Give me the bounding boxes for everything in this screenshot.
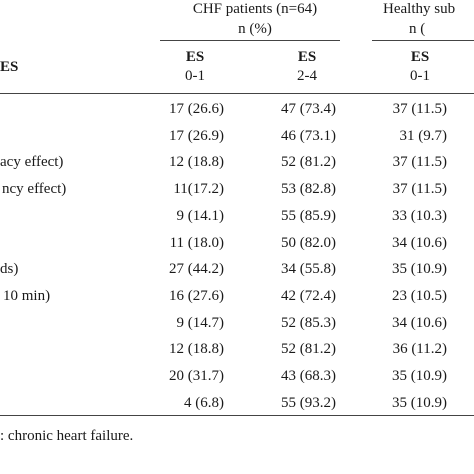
cell-healthy-es-0-1: 35 (10.9) bbox=[392, 261, 447, 277]
cell-chf-es-0-1: 12 (18.8) bbox=[169, 341, 224, 357]
footnote: : chronic heart failure. bbox=[0, 428, 134, 444]
cell-chf-es-2-4: 55 (85.9) bbox=[281, 208, 336, 224]
cell-healthy-es-0-1: 31 (9.7) bbox=[399, 128, 448, 144]
cell-healthy-es-0-1: 34 (10.6) bbox=[392, 315, 447, 331]
col-es-chf-01: ES bbox=[185, 49, 205, 65]
group-unit-chf: n (%) bbox=[238, 21, 272, 37]
cell-chf-es-0-1: 4 (6.8) bbox=[184, 395, 224, 411]
group-header-healthy: Healthy sub bbox=[383, 1, 456, 17]
cell-healthy-es-0-1: 36 (11.2) bbox=[392, 341, 447, 357]
col-es-chf-24: ES bbox=[297, 49, 317, 65]
cell-chf-es-0-1: 9 (14.7) bbox=[176, 315, 225, 331]
bottom-rule bbox=[0, 415, 474, 416]
cell-chf-es-0-1: 17 (26.9) bbox=[169, 128, 224, 144]
row-label: 10 min) bbox=[3, 288, 51, 304]
cell-healthy-es-0-1: 37 (11.5) bbox=[392, 101, 447, 117]
col-range-chf-01: 0-1 bbox=[185, 68, 205, 84]
cell-chf-es-2-4: 52 (81.2) bbox=[281, 341, 336, 357]
cell-chf-es-0-1: 27 (44.2) bbox=[169, 261, 224, 277]
cell-chf-es-0-1: 20 (31.7) bbox=[169, 368, 224, 384]
cell-chf-es-2-4: 43 (68.3) bbox=[281, 368, 336, 384]
col-range-healthy-01: 0-1 bbox=[410, 68, 430, 84]
row-label: acy effect) bbox=[0, 154, 64, 170]
group-underline-chf bbox=[160, 40, 340, 41]
cell-chf-es-2-4: 46 (73.1) bbox=[281, 128, 336, 144]
cell-chf-es-2-4: 50 (82.0) bbox=[281, 235, 336, 251]
cell-chf-es-0-1: 11 (18.0) bbox=[169, 235, 224, 251]
cell-healthy-es-0-1: 37 (11.5) bbox=[392, 181, 447, 197]
cell-healthy-es-0-1: 33 (10.3) bbox=[392, 208, 447, 224]
cell-chf-es-0-1: 16 (27.6) bbox=[169, 288, 224, 304]
cell-chf-es-2-4: 52 (81.2) bbox=[281, 154, 336, 170]
cell-chf-es-2-4: 55 (93.2) bbox=[281, 395, 336, 411]
group-unit-healthy: n ( bbox=[409, 21, 426, 37]
cell-healthy-es-0-1: 34 (10.6) bbox=[392, 235, 447, 251]
cell-chf-es-2-4: 53 (82.8) bbox=[281, 181, 336, 197]
col-range-chf-24: 2-4 bbox=[297, 68, 317, 84]
row-header: ES bbox=[0, 59, 19, 75]
cell-chf-es-0-1: 17 (26.6) bbox=[169, 101, 224, 117]
cell-healthy-es-0-1: 35 (10.9) bbox=[392, 368, 447, 384]
cell-healthy-es-0-1: 37 (11.5) bbox=[392, 154, 447, 170]
cell-healthy-es-0-1: 23 (10.5) bbox=[392, 288, 447, 304]
cell-chf-es-2-4: 52 (85.3) bbox=[281, 315, 336, 331]
col-es-healthy-01: ES bbox=[410, 49, 430, 65]
group-header-chf: CHF patients (n=64) bbox=[192, 1, 318, 17]
cell-chf-es-0-1: 9 (14.1) bbox=[176, 208, 225, 224]
cell-chf-es-2-4: 42 (72.4) bbox=[281, 288, 336, 304]
cell-chf-es-0-1: 11(17.2) bbox=[173, 181, 224, 197]
row-label: ncy effect) bbox=[2, 181, 67, 197]
cell-healthy-es-0-1: 35 (10.9) bbox=[392, 395, 447, 411]
group-underline-healthy bbox=[372, 40, 474, 41]
cell-chf-es-2-4: 34 (55.8) bbox=[281, 261, 336, 277]
cell-chf-es-0-1: 12 (18.8) bbox=[169, 154, 224, 170]
row-label: ds) bbox=[0, 261, 19, 277]
cell-chf-es-2-4: 47 (73.4) bbox=[281, 101, 336, 117]
header-rule bbox=[0, 93, 474, 94]
